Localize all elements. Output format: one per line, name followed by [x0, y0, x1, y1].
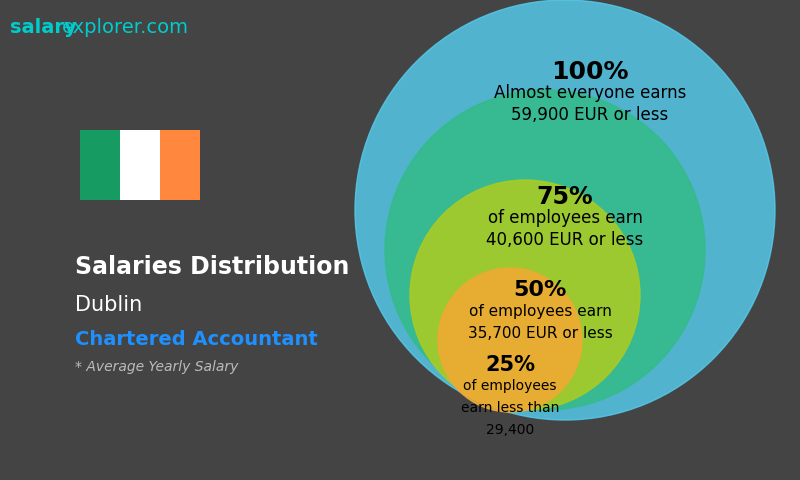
Text: 50%: 50%: [514, 280, 566, 300]
Text: 75%: 75%: [537, 185, 594, 209]
Circle shape: [410, 180, 640, 410]
Bar: [120, 130, 160, 200]
Text: of employees: of employees: [463, 379, 557, 393]
Text: of employees earn: of employees earn: [487, 209, 642, 227]
Text: salary: salary: [10, 18, 77, 37]
Text: Salaries Distribution: Salaries Distribution: [75, 255, 350, 279]
Text: 59,900 EUR or less: 59,900 EUR or less: [511, 106, 669, 124]
Text: 25%: 25%: [485, 355, 535, 375]
Circle shape: [438, 268, 582, 412]
Text: Chartered Accountant: Chartered Accountant: [75, 330, 318, 349]
Circle shape: [355, 0, 775, 420]
Circle shape: [385, 90, 705, 410]
Text: Dublin: Dublin: [75, 295, 142, 315]
Text: of employees earn: of employees earn: [469, 304, 611, 319]
Text: earn less than: earn less than: [461, 401, 559, 415]
Text: 100%: 100%: [551, 60, 629, 84]
Text: explorer.com: explorer.com: [62, 18, 189, 37]
Text: 40,600 EUR or less: 40,600 EUR or less: [486, 231, 644, 249]
Text: Almost everyone earns: Almost everyone earns: [494, 84, 686, 102]
Bar: [160, 130, 200, 200]
Text: 29,400: 29,400: [486, 423, 534, 437]
Text: 35,700 EUR or less: 35,700 EUR or less: [468, 326, 612, 341]
Bar: [80, 130, 120, 200]
Text: * Average Yearly Salary: * Average Yearly Salary: [75, 360, 238, 374]
